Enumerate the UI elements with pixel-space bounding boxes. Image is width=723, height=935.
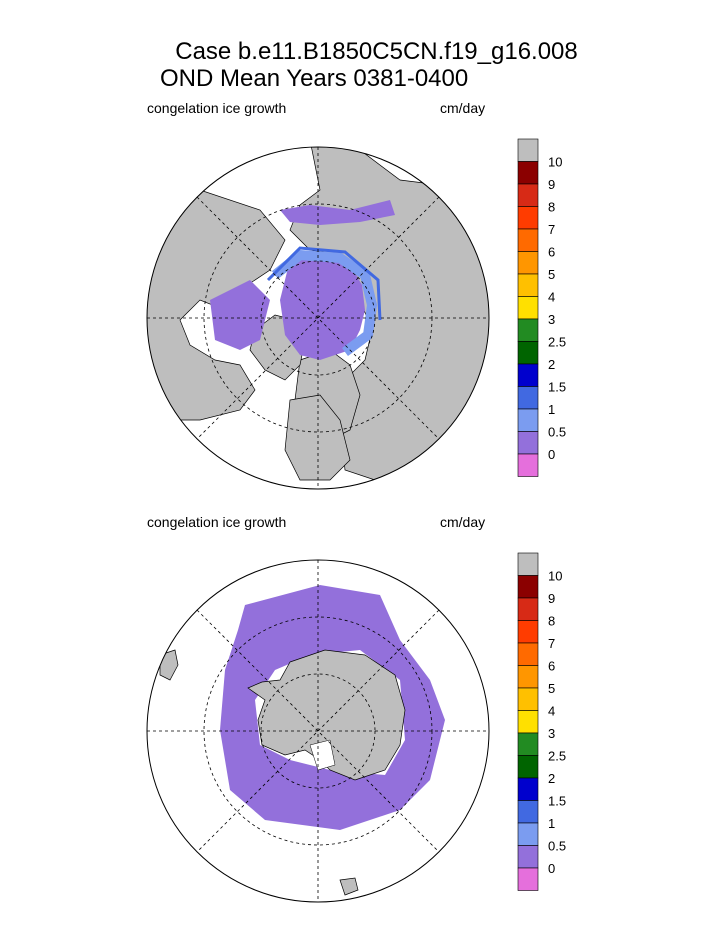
north-colorbar-box-10 bbox=[517, 363, 539, 387]
north-colorbar-label-9: 2 bbox=[548, 357, 555, 372]
south-colorbar-box-0 bbox=[517, 552, 539, 576]
south-colorbar-box-13 bbox=[517, 845, 539, 869]
south-colorbar-box-14 bbox=[517, 867, 539, 891]
north-colorbar-label-0: 10 bbox=[548, 155, 562, 170]
south-colorbar-label-3: 7 bbox=[548, 636, 555, 651]
north-colorbar: 10 9 8 7 6 5 4 3 2.5 2 1.5 1 0.5 0 bbox=[517, 138, 566, 477]
north-colorbar-label-1: 9 bbox=[548, 177, 555, 192]
figure-title-line2: OND Mean Years 0381-0400 bbox=[160, 65, 469, 92]
south-sea-ice-0-0.5 bbox=[220, 585, 445, 830]
south-colorbar: 10 9 8 7 6 5 4 3 2.5 2 1.5 1 0.5 0 bbox=[517, 552, 566, 891]
north-sea-ice-bering bbox=[280, 200, 395, 225]
south-colorbar-box-8 bbox=[517, 732, 539, 756]
south-colorbar-box-9 bbox=[517, 755, 539, 779]
north-colorbar-box-0 bbox=[517, 138, 539, 162]
south-colorbar-box-2 bbox=[517, 597, 539, 621]
figure-title-line1: Case b.e11.B1850C5CN.f19_g16.008 bbox=[175, 38, 578, 65]
south-colorbar-box-12 bbox=[517, 822, 539, 846]
south-colorbar-label-2: 8 bbox=[548, 614, 555, 629]
south-colorbar-label-9: 2 bbox=[548, 771, 555, 786]
south-colorbar-label-5: 5 bbox=[548, 681, 555, 696]
north-colorbar-label-3: 7 bbox=[548, 222, 555, 237]
north-colorbar-label-7: 3 bbox=[548, 312, 555, 327]
south-colorbar-label-10: 1.5 bbox=[548, 794, 566, 809]
south-colorbar-label-1: 9 bbox=[548, 591, 555, 606]
south-colorbar-box-3 bbox=[517, 620, 539, 644]
north-colorbar-box-1 bbox=[517, 161, 539, 185]
north-sea-ice-0.5-1 bbox=[271, 250, 377, 357]
north-colorbar-box-6 bbox=[517, 273, 539, 297]
south-colorbar-box-1 bbox=[517, 575, 539, 599]
north-colorbar-label-6: 4 bbox=[548, 290, 555, 305]
south-graticule bbox=[147, 560, 489, 902]
north-colorbar-label-8: 2.5 bbox=[548, 335, 566, 350]
south-units-label: cm/day bbox=[440, 514, 486, 530]
south-land-ross-shelf bbox=[309, 739, 336, 771]
north-colorbar-box-14 bbox=[517, 453, 539, 477]
south-colorbar-label-7: 3 bbox=[548, 726, 555, 741]
north-colorbar-box-9 bbox=[517, 341, 539, 365]
south-colorbar-label-4: 6 bbox=[548, 659, 555, 674]
north-colorbar-label-2: 8 bbox=[548, 200, 555, 215]
north-colorbar-box-12 bbox=[517, 408, 539, 432]
north-field-label: congelation ice growth bbox=[147, 100, 287, 116]
north-sea-ice-canada bbox=[210, 280, 270, 350]
north-colorbar-box-4 bbox=[517, 228, 539, 252]
south-polar-map bbox=[146, 559, 490, 903]
north-sea-ice-1-1.5 bbox=[266, 246, 382, 321]
north-colorbar-box-8 bbox=[517, 318, 539, 342]
south-land-south-america bbox=[159, 649, 179, 681]
south-colorbar-label-11: 1 bbox=[548, 816, 555, 831]
south-colorbar-box-10 bbox=[517, 777, 539, 801]
south-colorbar-label-13: 0 bbox=[548, 861, 555, 876]
north-colorbar-label-5: 5 bbox=[548, 267, 555, 282]
south-colorbar-box-6 bbox=[517, 687, 539, 711]
south-colorbar-box-11 bbox=[517, 800, 539, 824]
south-colorbar-label-0: 10 bbox=[548, 569, 562, 584]
north-colorbar-box-11 bbox=[517, 386, 539, 410]
north-sea-ice-0-0.5 bbox=[280, 255, 365, 360]
north-land-europe bbox=[284, 394, 351, 481]
south-colorbar-box-7 bbox=[517, 710, 539, 734]
south-colorbar-box-5 bbox=[517, 665, 539, 689]
north-colorbar-label-10: 1.5 bbox=[548, 380, 566, 395]
north-colorbar-box-13 bbox=[517, 431, 539, 455]
north-colorbar-box-5 bbox=[517, 251, 539, 275]
north-polar-map bbox=[146, 146, 490, 490]
south-colorbar-label-8: 2.5 bbox=[548, 749, 566, 764]
north-colorbar-label-13: 0 bbox=[548, 447, 555, 462]
north-colorbar-label-4: 6 bbox=[548, 245, 555, 260]
south-colorbar-box-4 bbox=[517, 642, 539, 666]
north-colorbar-box-3 bbox=[517, 206, 539, 230]
north-colorbar-label-11: 1 bbox=[548, 402, 555, 417]
north-colorbar-label-12: 0.5 bbox=[548, 425, 566, 440]
south-field-label: congelation ice growth bbox=[147, 514, 287, 530]
south-colorbar-label-12: 0.5 bbox=[548, 839, 566, 854]
south-colorbar-label-6: 4 bbox=[548, 704, 555, 719]
north-colorbar-box-7 bbox=[517, 296, 539, 320]
north-units-label: cm/day bbox=[440, 100, 486, 116]
south-land-new-zealand bbox=[339, 877, 359, 896]
north-colorbar-box-2 bbox=[517, 183, 539, 207]
north-graticule bbox=[147, 147, 489, 489]
